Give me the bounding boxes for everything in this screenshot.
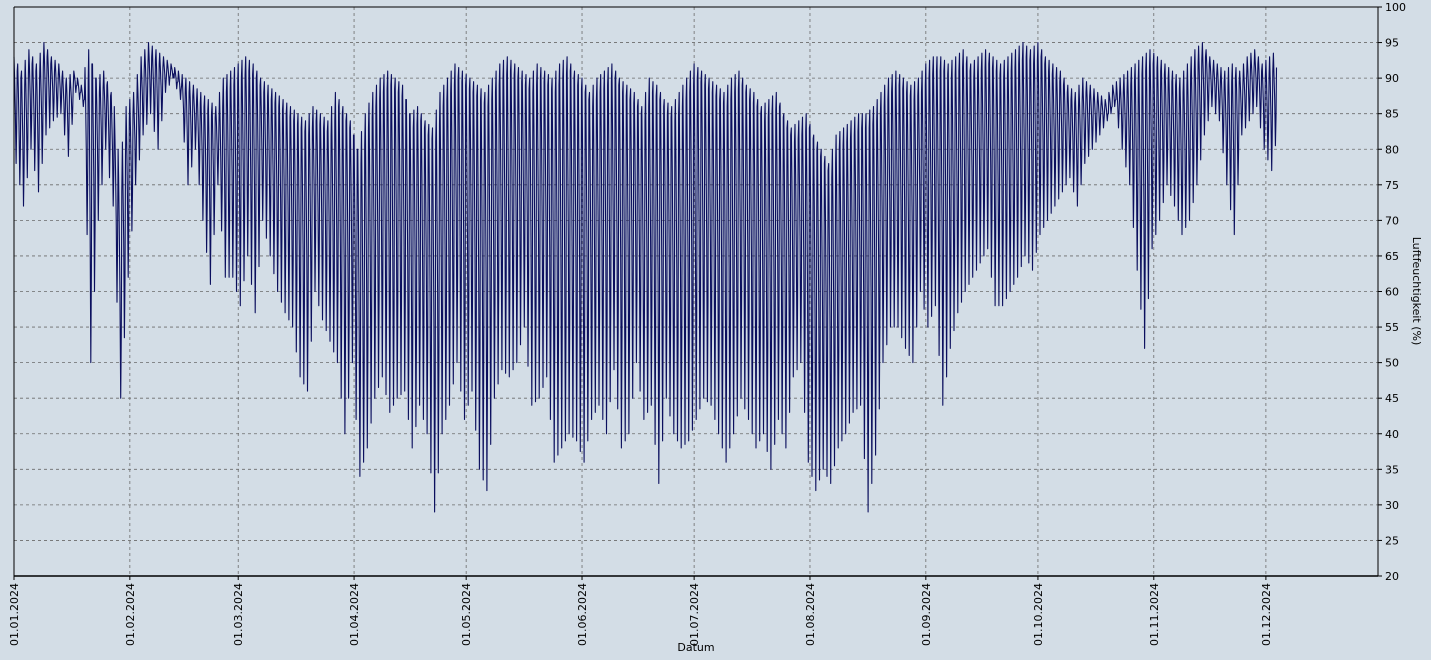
y-tick-label: 20 xyxy=(1385,570,1399,583)
y-tick-label: 30 xyxy=(1385,499,1399,512)
series-line xyxy=(13,42,1278,513)
grid-lines xyxy=(14,7,1378,576)
y-tick-label: 50 xyxy=(1385,357,1399,370)
x-tick-label: 01.02.2024 xyxy=(124,583,137,646)
y-axis-ticks: 20 25 30 35 40 45 50 55 60 65 70 75 80 85 90 95 100 xyxy=(1378,1,1406,583)
y-tick-label: 85 xyxy=(1385,108,1399,121)
y-tick-label: 35 xyxy=(1385,463,1399,476)
y-tick-label: 100 xyxy=(1385,1,1406,14)
x-tick-label: 01.11.2024 xyxy=(1148,583,1161,646)
x-tick-label: 01.03.2024 xyxy=(232,583,245,646)
y-tick-label: 40 xyxy=(1385,428,1399,441)
x-tick-label: 01.04.2024 xyxy=(348,583,361,646)
y-tick-label: 95 xyxy=(1385,37,1399,50)
y-tick-label: 90 xyxy=(1385,72,1399,85)
y-tick-label: 80 xyxy=(1385,143,1399,156)
x-tick-label: 01.10.2024 xyxy=(1032,583,1045,646)
y-tick-label: 65 xyxy=(1385,250,1399,263)
x-tick-label: 01.07.2024 xyxy=(688,583,701,646)
y-tick-label: 70 xyxy=(1385,214,1399,227)
x-axis-ticks: 01.01.2024 01.02.2024 01.03.2024 01.04.2024… xyxy=(8,576,1273,646)
x-axis-label: Datum xyxy=(677,641,714,654)
series-humidity xyxy=(13,42,1278,513)
y-tick-label: 60 xyxy=(1385,286,1399,299)
x-tick-label: 01.05.2024 xyxy=(460,583,473,646)
y-axis-label: Luftfeuchtigkeit (%) xyxy=(1410,237,1423,346)
x-tick-label: 01.12.2024 xyxy=(1260,583,1273,646)
y-tick-label: 75 xyxy=(1385,179,1399,192)
y-tick-label: 55 xyxy=(1385,321,1399,334)
x-tick-label: 01.06.2024 xyxy=(576,583,589,646)
y-tick-label: 25 xyxy=(1385,534,1399,547)
axes xyxy=(13,6,1379,577)
y-tick-label: 45 xyxy=(1385,392,1399,405)
x-tick-label: 01.08.2024 xyxy=(804,583,817,646)
x-tick-label: 01.01.2024 xyxy=(8,583,21,646)
x-tick-label: 01.09.2024 xyxy=(920,583,933,646)
